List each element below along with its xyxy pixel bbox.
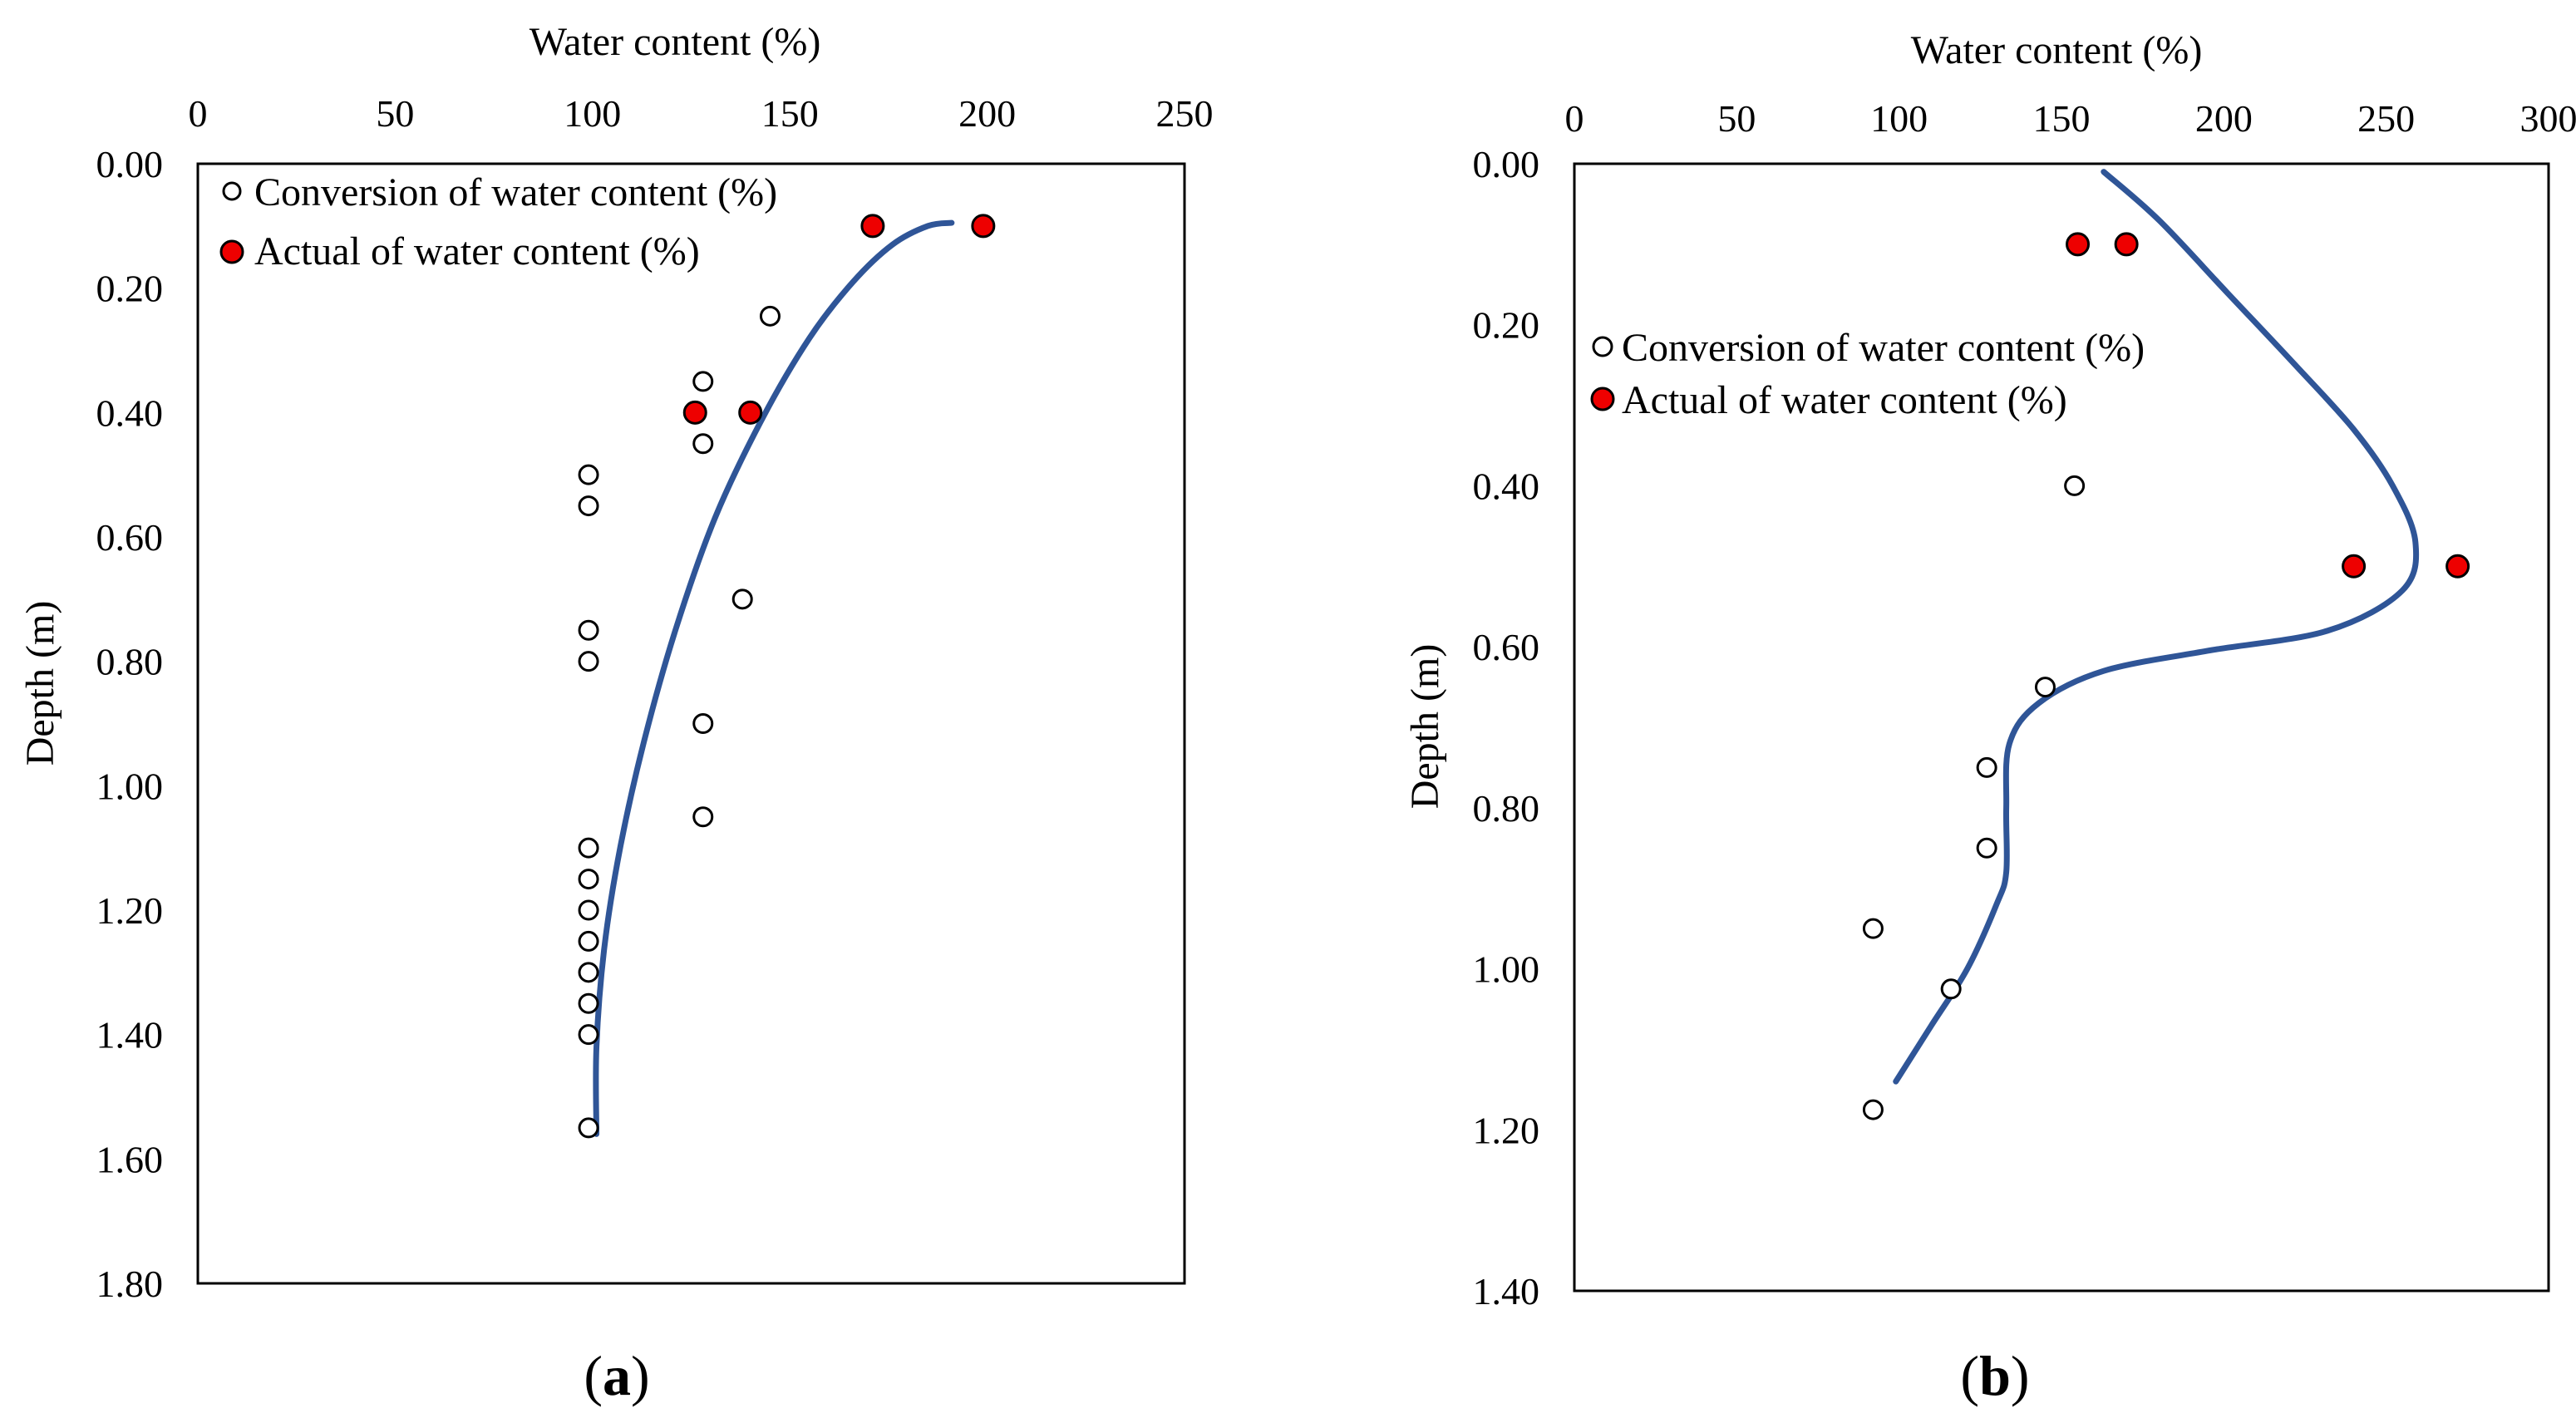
panel-a-y-tick-label: 0.60 <box>96 516 164 559</box>
panel-a-y-tick-label: 0.00 <box>96 143 164 185</box>
panel-a-actual-point <box>738 400 763 425</box>
panel-a-conversion-point <box>692 806 714 828</box>
panel-b-conversion-point <box>2034 677 2056 698</box>
panel-a-conversion-point <box>731 588 753 610</box>
panel-a-conversion-point <box>692 433 714 455</box>
panel-b-x-axis-title: Water content (%) <box>1911 28 2203 72</box>
panel-b-y-tick-label: 0.80 <box>1473 787 1540 830</box>
panel-a-label: (a) <box>584 1344 649 1407</box>
panel-a-conversion-point <box>692 371 714 392</box>
panel-b-y-tick-label: 1.40 <box>1473 1270 1540 1312</box>
panel-a-y-tick-label: 1.80 <box>96 1263 164 1305</box>
panel-a-y-tick-label: 0.80 <box>96 641 164 683</box>
panel-a-actual-point <box>860 214 885 239</box>
panel-b-label-letter: b <box>1979 1344 2011 1407</box>
panel-b-y-axis-title: Depth (m) <box>1403 644 1447 810</box>
panel-a-conversion-point <box>578 651 599 672</box>
panel-a-y-tick-label: 1.60 <box>96 1138 164 1180</box>
panel-b-legend: Conversion of water content (%) Actual o… <box>1590 326 2145 422</box>
panel-b-x-tick-label: 250 <box>2357 97 2415 140</box>
panel-a-legend-actual: Actual of water content (%) <box>254 229 700 273</box>
panel-a-actual-point <box>682 400 707 425</box>
panel-b-legend-actual: Actual of water content (%) <box>1622 378 2067 422</box>
panel-b-actual-point <box>2342 554 2367 579</box>
panel-a-conversion-point <box>578 992 599 1014</box>
panel-b-conversion-point <box>1976 756 1997 778</box>
panel-a-y-axis-title: Depth (m) <box>18 601 62 766</box>
panel-b-y-tick-label: 1.20 <box>1473 1109 1540 1151</box>
panel-a-conversion-point <box>578 837 599 859</box>
panel-a-conversion-point <box>578 899 599 921</box>
panel-b-conversion-point <box>2064 475 2086 496</box>
panel-b: Water content (%) Depth (m) 0 50 100 150 200… <box>1403 28 2576 1407</box>
panel-b-actual-point <box>2066 232 2091 257</box>
panel-a-y-tick-label: 1.00 <box>96 765 164 807</box>
panel-b-y-ticks: 0.00 0.20 0.40 0.60 0.80 1.00 1.20 1.40 <box>1473 143 1540 1312</box>
panel-a-conversion-point <box>578 619 599 641</box>
panel-a-actual-point <box>971 214 996 239</box>
panel-a-conversion-point <box>578 962 599 983</box>
panel-a-conversion-point <box>578 1117 599 1139</box>
panel-a-x-tick-label: 100 <box>564 92 621 135</box>
panel-a-conversion-point <box>578 930 599 952</box>
panel-a-data-points <box>578 214 996 1139</box>
panel-a-conversion-point <box>759 305 781 327</box>
panel-a-x-tick-label: 250 <box>1156 92 1214 135</box>
panel-b-plot-frame <box>1573 162 2550 1293</box>
panel-b-data-points <box>1862 232 2470 1120</box>
panel-a-y-tick-label: 1.40 <box>96 1014 164 1056</box>
panel-a-conversion-point <box>692 713 714 734</box>
panel-a-x-ticks: 0 50 100 150 200 250 <box>189 92 1214 135</box>
panel-b-x-tick-label: 300 <box>2520 97 2576 140</box>
panel-b-conversion-point <box>1940 978 1962 1000</box>
panel-a-y-tick-label: 0.20 <box>96 268 164 310</box>
panel-b-trendline <box>1893 169 2420 1085</box>
panel-b-legend-open-circle-icon <box>1592 336 1613 357</box>
panel-a-legend: Conversion of water content (%) Actual o… <box>219 170 777 273</box>
panel-a-trendline <box>593 219 955 1137</box>
panel-a-x-tick-label: 0 <box>189 92 208 135</box>
panel-a-conversion-point <box>578 495 599 517</box>
panel-b-x-tick-label: 150 <box>2033 97 2091 140</box>
panel-b-y-tick-label: 1.00 <box>1473 948 1540 991</box>
panel-b-y-tick-label: 0.20 <box>1473 304 1540 347</box>
panel-a-conversion-point <box>578 869 599 890</box>
panel-a-x-tick-label: 50 <box>376 92 414 135</box>
panel-a-label-letter: a <box>603 1344 631 1407</box>
panel-a-x-tick-label: 200 <box>958 92 1016 135</box>
panel-a-y-tick-label: 1.20 <box>96 889 164 932</box>
panel-a-y-ticks: 0.00 0.20 0.40 0.60 0.80 1.00 1.20 1.40 1.60 1.80 <box>96 143 164 1305</box>
panel-b-conversion-point <box>1976 837 1997 859</box>
panel-a-x-tick-label: 150 <box>761 92 819 135</box>
panel-b-y-tick-label: 0.00 <box>1473 143 1540 185</box>
panel-b-x-tick-label: 200 <box>2195 97 2253 140</box>
panel-a-legend-conversion: Conversion of water content (%) <box>254 170 777 214</box>
panel-b-y-tick-label: 0.40 <box>1473 465 1540 507</box>
panel-b-y-tick-label: 0.60 <box>1473 626 1540 668</box>
panel-b-legend-filled-circle-icon <box>1590 387 1615 411</box>
panel-b-x-tick-label: 0 <box>1565 97 1584 140</box>
panel-b-x-tick-label: 50 <box>1717 97 1756 140</box>
panel-a-plot-frame <box>196 162 1186 1285</box>
panel-a: Water content (%) Depth (m) 0 50 100 150 200… <box>18 20 1214 1407</box>
panel-b-x-ticks: 0 50 100 150 200 250 300 <box>1565 97 2576 140</box>
panel-b-actual-point <box>2114 232 2139 257</box>
panel-a-conversion-point <box>578 1024 599 1046</box>
panel-b-actual-point <box>2445 554 2470 579</box>
panel-b-conversion-point <box>1862 918 1884 939</box>
panel-b-label: (b) <box>1960 1344 2029 1407</box>
panel-a-x-axis-title: Water content (%) <box>529 20 821 64</box>
panel-b-x-tick-label: 100 <box>1870 97 1928 140</box>
panel-b-conversion-point <box>1862 1099 1884 1120</box>
panel-b-legend-conversion: Conversion of water content (%) <box>1622 326 2145 370</box>
panel-a-legend-open-circle-icon <box>222 181 242 201</box>
panel-a-legend-filled-circle-icon <box>219 239 244 264</box>
panel-a-y-tick-label: 0.40 <box>96 391 164 434</box>
panel-a-conversion-point <box>578 464 599 485</box>
